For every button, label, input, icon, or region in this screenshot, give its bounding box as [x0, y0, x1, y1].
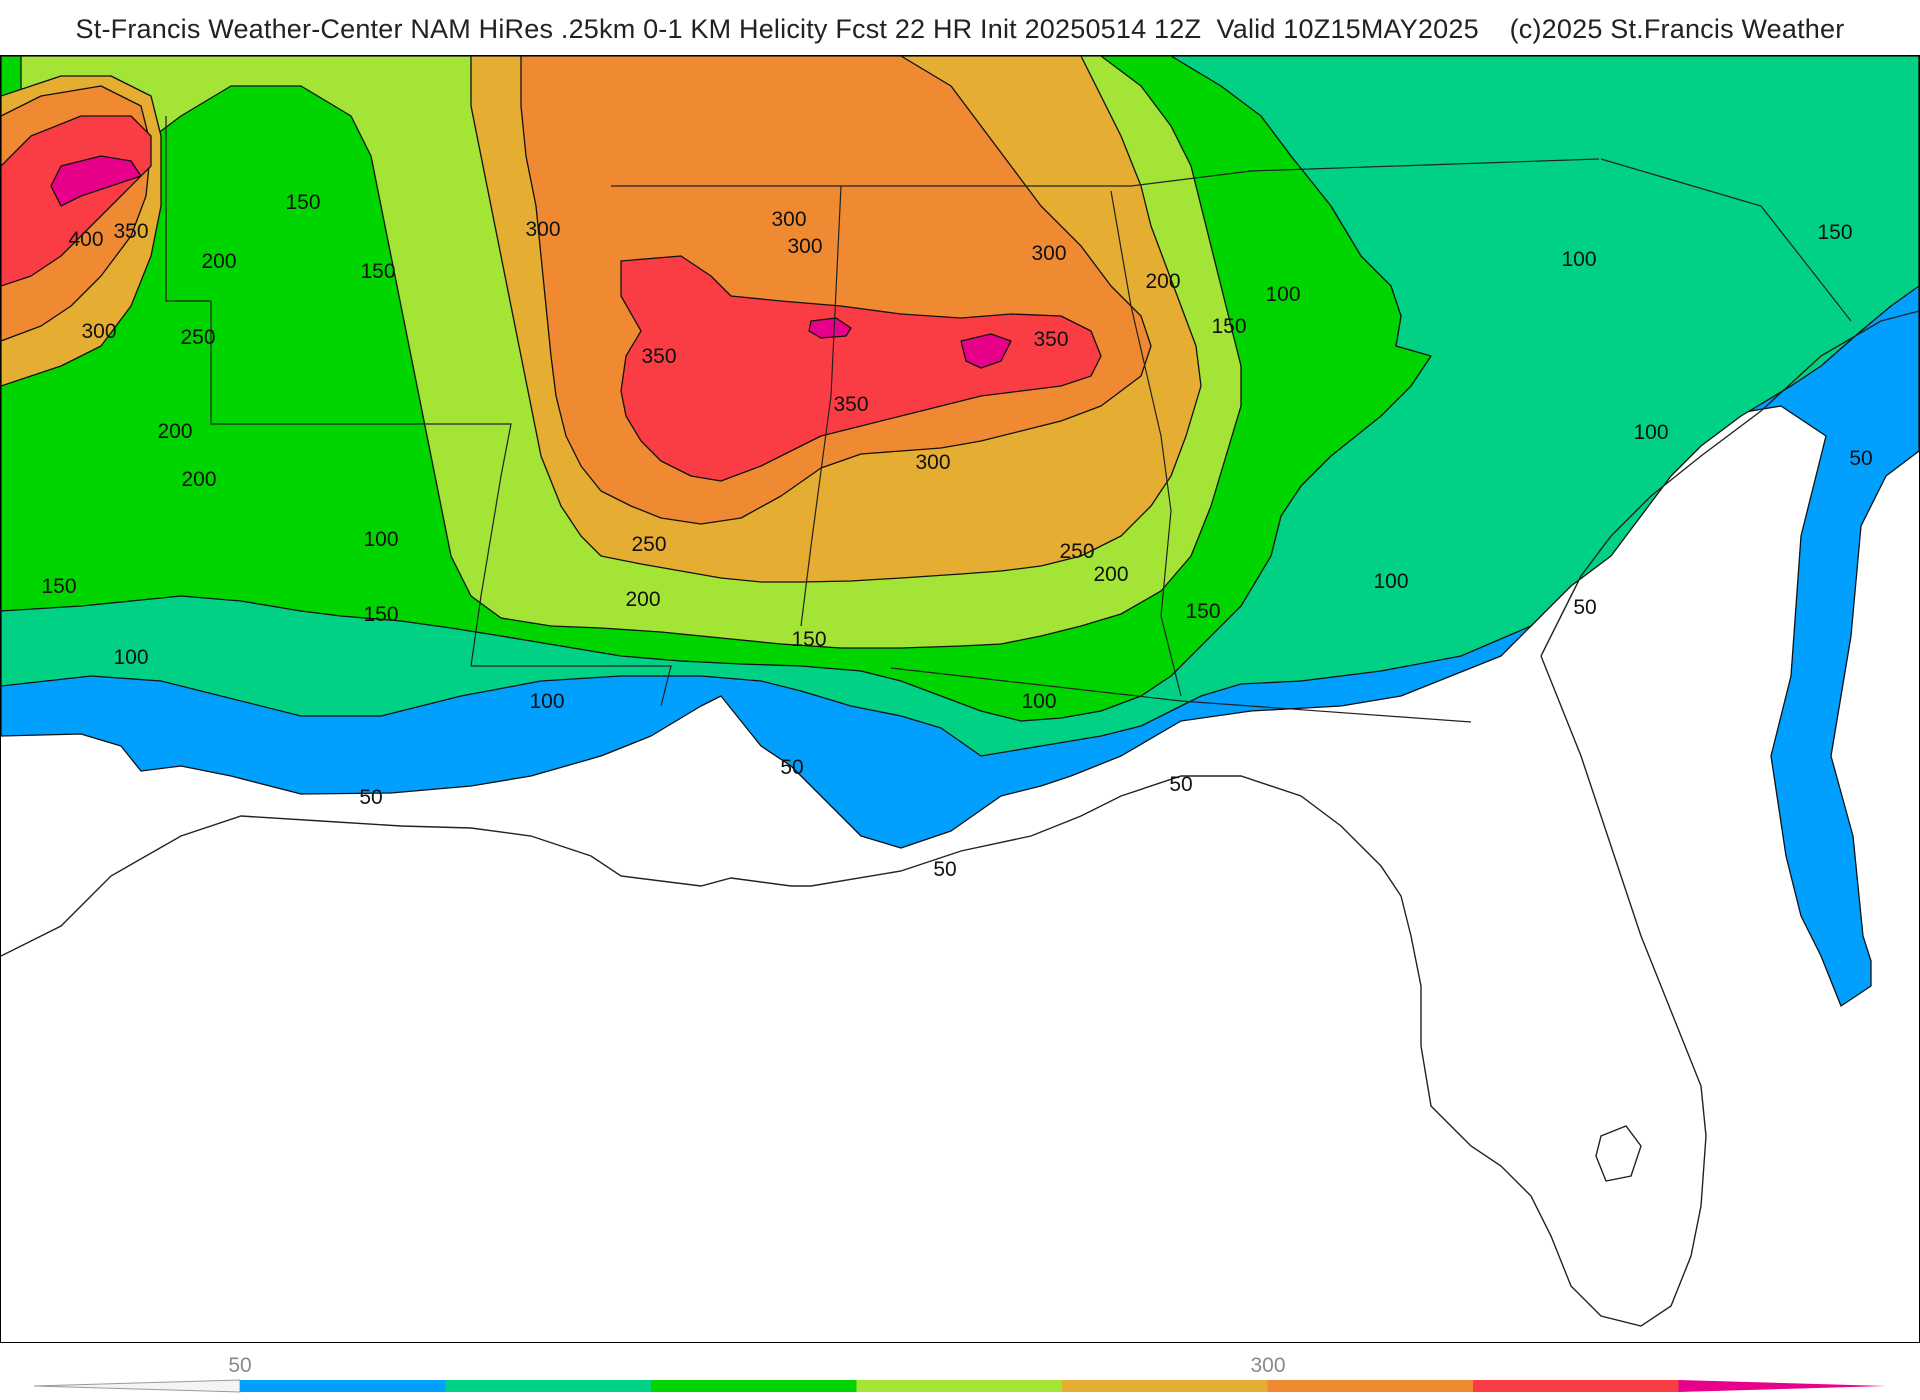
lake-okeechobee — [1595, 1125, 1642, 1182]
legend-over-arrow — [1678, 1380, 1886, 1392]
gulf-coast — [1, 655, 1707, 1327]
contour-label-50: 50 — [359, 786, 382, 809]
legend-swatch-bin_50_100 — [240, 1380, 446, 1392]
color-bar-legend: 50 300 — [33, 1354, 1886, 1393]
contour-label-350: 350 — [833, 393, 868, 416]
contour-label-100: 100 — [529, 690, 564, 713]
legend-swatch-bin_300_350 — [1267, 1380, 1474, 1392]
contour-label-150: 150 — [1211, 315, 1246, 338]
contour-label-350: 350 — [1033, 328, 1068, 351]
helicity-map: 400 350 150 150 200 300 250 200 200 150 100 150 50 10… — [0, 55, 1920, 1343]
contour-label-50: 50 — [1169, 773, 1192, 796]
contour-label-150: 150 — [1817, 221, 1852, 244]
contour-label-150: 150 — [360, 260, 395, 283]
contour-label-50: 50 — [780, 756, 803, 779]
contour-label-50: 50 — [1849, 447, 1872, 470]
state-line — [210, 301, 512, 667]
legend-swatch-bin_100_150 — [445, 1380, 652, 1392]
contour-label-100: 100 — [1561, 248, 1596, 271]
contour-label-150: 150 — [363, 603, 398, 626]
band-350 — [1, 115, 1102, 482]
contour-label-300: 300 — [1031, 242, 1066, 265]
contour-label-200: 200 — [157, 420, 192, 443]
contour-label-50: 50 — [933, 858, 956, 881]
contour-label-250: 250 — [180, 326, 215, 349]
contour-label-100: 100 — [1633, 421, 1668, 444]
contour-label-50: 50 — [1573, 596, 1596, 619]
contour-label-100: 100 — [113, 646, 148, 669]
contour-label-100: 100 — [1021, 690, 1056, 713]
coastline — [1, 310, 1919, 1327]
contour-label-100: 100 — [363, 528, 398, 551]
state-line — [890, 667, 1472, 723]
state-line — [800, 185, 842, 627]
contour-label-250: 250 — [1059, 540, 1094, 563]
contour-label-300: 300 — [787, 235, 822, 258]
contour-label-250: 250 — [631, 533, 666, 556]
legend-under-arrow — [33, 1379, 241, 1393]
band-400 — [50, 155, 1012, 369]
contour-label-200: 200 — [625, 588, 660, 611]
contour-label-150: 150 — [1185, 600, 1220, 623]
state-line — [165, 116, 211, 302]
chart-title: St-Francis Weather-Center NAM HiRes .25k… — [75, 14, 1845, 44]
contour-label-350: 350 — [113, 220, 148, 243]
legend-swatch-bin_200_250 — [856, 1380, 1063, 1392]
contour-label-100: 100 — [1373, 570, 1408, 593]
legend-swatch-bin_250_300 — [1062, 1380, 1268, 1392]
contour-label-200: 200 — [1145, 270, 1180, 293]
contour-label-200: 200 — [1093, 563, 1128, 586]
contour-label-300: 300 — [915, 451, 950, 474]
state-line — [611, 158, 1600, 187]
legend-tick-50: 50 — [228, 1354, 251, 1377]
contour-label-300: 300 — [525, 218, 560, 241]
state-line — [1600, 158, 1852, 322]
contour-label-400: 400 — [68, 228, 103, 251]
state-line — [471, 665, 672, 707]
legend-tick-300: 300 — [1250, 1354, 1285, 1377]
contour-label-150: 150 — [791, 628, 826, 651]
contour-label-200: 200 — [181, 468, 216, 491]
legend-swatch-bin_350_400 — [1473, 1380, 1679, 1392]
contour-label-350: 350 — [641, 345, 676, 368]
helicity-fill-layer — [1, 56, 1919, 1007]
contour-label-100: 100 — [1265, 283, 1300, 306]
atlantic-coast — [1540, 310, 1919, 657]
contour-label-300: 300 — [771, 208, 806, 231]
legend-swatch-bin_150_200 — [651, 1380, 857, 1392]
contour-label-150: 150 — [285, 191, 320, 214]
contour-label-150: 150 — [41, 575, 76, 598]
state-boundaries — [165, 116, 1852, 723]
state-line — [1110, 190, 1182, 697]
contour-label-200: 200 — [201, 250, 236, 273]
contour-label-300: 300 — [81, 320, 116, 343]
legend-bar — [33, 1379, 1886, 1393]
